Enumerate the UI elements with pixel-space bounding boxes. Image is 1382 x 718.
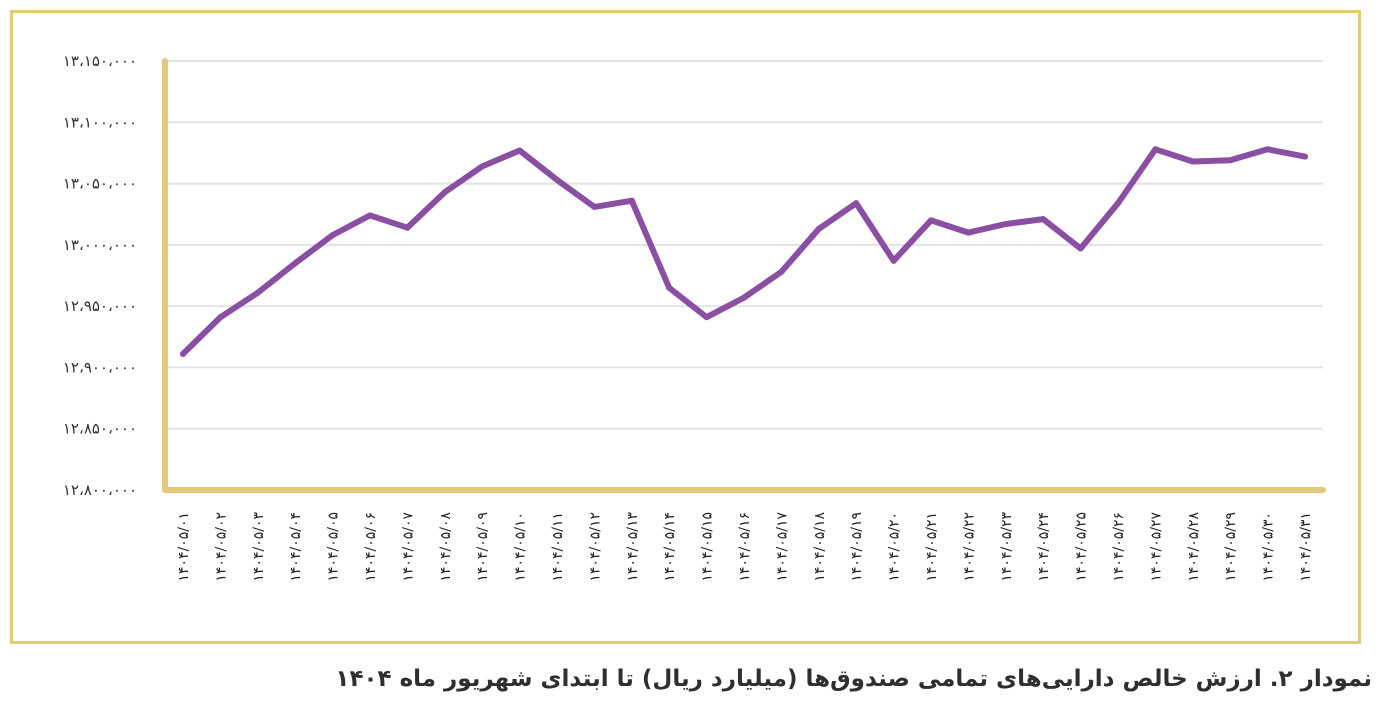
x-tick-label: ۱۴۰۴/۰۵/۰۱: [176, 512, 192, 582]
y-tick-label: ۱۲،۹۰۰،۰۰۰: [63, 358, 137, 376]
data-point: [965, 229, 972, 236]
y-tick-label: ۱۳،۰۵۰،۰۰۰: [63, 175, 137, 193]
x-tick-label: ۱۴۰۴/۰۵/۰۳: [251, 512, 267, 582]
data-point: [815, 225, 822, 232]
y-axis-ticks: ۱۲،۸۰۰،۰۰۰ ۱۲،۸۵۰،۰۰۰ ۱۲،۹۰۰،۰۰۰ ۱۲،۹۵۰،۰۰۰…: [63, 52, 137, 499]
x-tick-label: ۱۴۰۴/۰۵/۲۸: [1186, 512, 1202, 582]
x-tick-label: ۱۴۰۴/۰۵/۲۱: [924, 512, 940, 582]
data-point: [1077, 245, 1084, 252]
data-point: [554, 176, 560, 183]
data-point: [516, 147, 523, 154]
y-tick-label: ۱۳،۰۰۰،۰۰۰: [63, 236, 137, 254]
x-axis-ticks: ۱۴۰۴/۰۵/۰۱ ۱۴۰۴/۰۵/۰۲ ۱۴۰۴/۰۵/۰۳ ۱۴۰۴/۰۵/۰۴…: [176, 512, 1314, 582]
gridlines: [165, 60, 1323, 430]
data-point: [666, 284, 673, 291]
data-point: [703, 314, 710, 321]
x-tick-label: ۱۴۰۴/۰۵/۰۶: [363, 512, 379, 582]
data-point: [928, 217, 934, 224]
data-point: [1040, 216, 1047, 223]
x-tick-label: ۱۴۰۴/۰۵/۱۳: [625, 512, 641, 582]
x-tick-label: ۱۴۰۴/۰۵/۲۳: [999, 512, 1015, 582]
x-tick-label: ۱۴۰۴/۰۵/۱۱: [550, 512, 566, 582]
x-tick-label: ۱۴۰۴/۰۵/۲۹: [1223, 512, 1239, 582]
data-point: [1189, 158, 1196, 165]
data-point: [254, 289, 261, 296]
x-tick-label: ۱۴۰۴/۰۵/۲۷: [1148, 512, 1164, 582]
x-tick-label: ۱۴۰۴/۰۵/۱۹: [849, 512, 865, 582]
x-tick-label: ۱۴۰۴/۰۵/۲۴: [1036, 512, 1052, 582]
x-tick-label: ۱۴۰۴/۰۵/۱۷: [774, 512, 790, 582]
data-point: [479, 163, 486, 170]
x-tick-label: ۱۴۰۴/۰۵/۱۵: [700, 512, 716, 582]
data-point: [1152, 146, 1159, 153]
data-point: [404, 224, 411, 231]
y-tick-label: ۱۲،۸۰۰،۰۰۰: [63, 481, 137, 499]
data-point: [217, 314, 224, 321]
data-point: [1002, 221, 1009, 228]
data-point: [853, 200, 860, 207]
y-tick-label: ۱۲،۹۵۰،۰۰۰: [63, 297, 137, 315]
data-point: [591, 203, 598, 210]
data-point: [1115, 200, 1121, 207]
data-point: [329, 232, 336, 239]
data-point: [890, 257, 897, 264]
x-tick-label: ۱۴۰۴/۰۵/۲۵: [1074, 512, 1090, 582]
x-tick-label: ۱۴۰۴/۰۵/۲۶: [1111, 512, 1127, 582]
data-point: [741, 294, 747, 301]
data-point: [292, 260, 299, 267]
chart-frame: [10, 10, 1361, 644]
x-tick-label: ۱۴۰۴/۰۵/۰۴: [288, 512, 304, 582]
x-tick-label: ۱۴۰۴/۰۵/۱۰: [513, 512, 529, 582]
x-tick-label: ۱۴۰۴/۰۵/۰۹: [475, 512, 491, 582]
x-tick-label: ۱۴۰۴/۰۵/۱۲: [587, 512, 603, 582]
y-tick-label: ۱۳،۱۰۰،۰۰۰: [63, 113, 137, 131]
axes: [162, 58, 1326, 493]
data-point: [628, 197, 635, 204]
x-tick-label: ۱۴۰۴/۰۵/۱۴: [662, 512, 678, 582]
data-point: [1302, 153, 1308, 160]
x-tick-label: ۱۴۰۴/۰۵/۰۷: [400, 512, 416, 582]
data-point: [367, 212, 373, 219]
x-tick-label: ۱۴۰۴/۰۵/۳۱: [1298, 512, 1314, 582]
data-point: [778, 268, 785, 275]
y-tick-label: ۱۳،۱۵۰،۰۰۰: [63, 52, 137, 70]
x-tick-label: ۱۴۰۴/۰۵/۲۲: [961, 512, 977, 582]
x-tick-label: ۱۴۰۴/۰۵/۰۸: [438, 512, 454, 582]
y-tick-label: ۱۲،۸۵۰،۰۰۰: [63, 420, 137, 438]
x-tick-label: ۱۴۰۴/۰۵/۱۶: [737, 512, 753, 582]
x-tick-label: ۱۴۰۴/۰۵/۰۵: [326, 512, 342, 582]
x-tick-label: ۱۴۰۴/۰۵/۱۸: [812, 512, 828, 582]
series: [180, 146, 1308, 357]
x-tick-label: ۱۴۰۴/۰۵/۳۰: [1261, 512, 1277, 582]
data-point: [1227, 157, 1234, 164]
series-line: [180, 146, 1308, 357]
data-point: [180, 350, 186, 357]
data-point: [1264, 146, 1271, 153]
data-point: [441, 189, 448, 196]
x-tick-label: ۱۴۰۴/۰۵/۰۲: [213, 512, 229, 582]
chart-caption: نمودار ۲. ارزش خالص دارایی‌های تمامی صند…: [335, 666, 1372, 692]
x-tick-label: ۱۴۰۴/۰۵/۲۰: [887, 512, 903, 582]
